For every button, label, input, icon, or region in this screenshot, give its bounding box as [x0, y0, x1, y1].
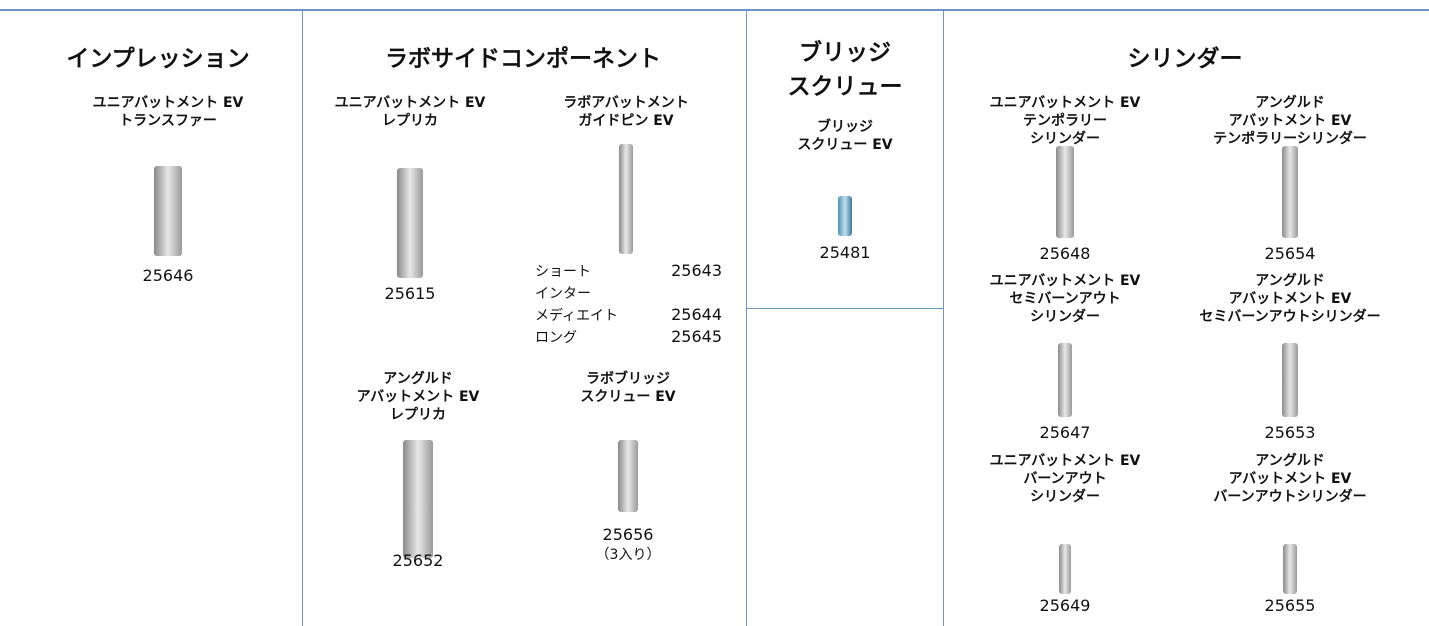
- product-image: [619, 144, 633, 254]
- product-image: [154, 166, 182, 256]
- product-name: アングルド: [1255, 273, 1325, 289]
- product-name: レプリカ: [382, 113, 438, 129]
- product-name: ラボブリッジ: [586, 371, 670, 387]
- product-name: テンポラリー: [1023, 113, 1107, 129]
- product-name: ユニアバットメント EV: [989, 453, 1141, 469]
- product-note: （3入り）: [595, 547, 661, 563]
- product-name: トランスファー: [119, 113, 217, 129]
- product-code: 25615: [384, 284, 436, 303]
- variant-code: 25645: [671, 327, 722, 346]
- product-code: 25647: [1039, 423, 1091, 442]
- product-name: スクリュー EV: [797, 137, 893, 153]
- column-divider: [943, 10, 944, 626]
- product-name: アバットメント EV: [356, 389, 480, 405]
- column-divider: [746, 10, 747, 626]
- variant-label: メディエイト: [535, 308, 619, 324]
- section-title: インプレッション: [66, 46, 250, 72]
- product-image: [618, 440, 638, 512]
- product-name: ユニアバットメント EV: [989, 95, 1141, 111]
- product-image: [1058, 343, 1072, 417]
- product-name: ユニアバットメント EV: [989, 273, 1141, 289]
- section-title: シリンダー: [1127, 46, 1243, 72]
- product-name: アバットメント EV: [1228, 291, 1352, 307]
- top-rule: [0, 9, 1429, 11]
- product-image: [1059, 544, 1071, 594]
- row-divider: [746, 308, 943, 309]
- product-image: [397, 168, 423, 278]
- product-name: シリンダー: [1030, 131, 1100, 147]
- section-title: スクリュー: [787, 74, 903, 100]
- product-name: アングルド: [1255, 95, 1325, 111]
- product-image: [1056, 146, 1074, 238]
- product-image: [838, 196, 852, 236]
- product-name: ユニアバットメント EV: [92, 95, 244, 111]
- product-name: テンポラリーシリンダー: [1213, 131, 1367, 147]
- product-code: 25654: [1264, 244, 1316, 263]
- product-code: 25655: [1264, 596, 1316, 615]
- product-code: 25653: [1264, 423, 1316, 442]
- product-image: [1283, 544, 1297, 594]
- variant-code: 25644: [671, 305, 722, 324]
- product-name: シリンダー: [1030, 489, 1100, 505]
- variant-label: ロング: [535, 330, 577, 346]
- variant-label: ショート: [535, 264, 591, 280]
- product-code: 25656: [602, 525, 654, 544]
- variant-label: インター: [535, 286, 591, 302]
- product-name: ラボアバットメント: [563, 95, 689, 111]
- product-image: [403, 440, 433, 558]
- variant-code: 25643: [671, 261, 722, 280]
- product-code: 25652: [392, 551, 444, 570]
- product-name: バーンアウト: [1023, 471, 1107, 487]
- section-title: ブリッジ: [799, 40, 891, 66]
- product-image: [1282, 146, 1298, 238]
- product-name: ブリッジ: [817, 119, 873, 135]
- product-name: ユニアバットメント EV: [334, 95, 486, 111]
- product-name: ガイドピン EV: [578, 113, 674, 129]
- product-name: スクリュー EV: [580, 389, 676, 405]
- product-name: アバットメント EV: [1228, 113, 1352, 129]
- section-title: ラボサイドコンポーネント: [385, 46, 661, 72]
- product-code: 25646: [142, 266, 194, 285]
- product-name: アバットメント EV: [1228, 471, 1352, 487]
- product-code: 25481: [819, 243, 871, 262]
- column-divider: [302, 10, 303, 626]
- product-name: バーンアウトシリンダー: [1213, 489, 1367, 505]
- product-code: 25648: [1039, 244, 1091, 263]
- product-name: アングルド: [1255, 453, 1325, 469]
- product-name: シリンダー: [1030, 309, 1100, 325]
- product-name: セミバーンアウトシリンダー: [1199, 309, 1381, 325]
- product-image: [1282, 343, 1298, 417]
- product-code: 25649: [1039, 596, 1091, 615]
- product-name: アングルド: [383, 371, 453, 387]
- product-name: レプリカ: [390, 407, 446, 423]
- product-name: セミバーンアウト: [1009, 291, 1121, 307]
